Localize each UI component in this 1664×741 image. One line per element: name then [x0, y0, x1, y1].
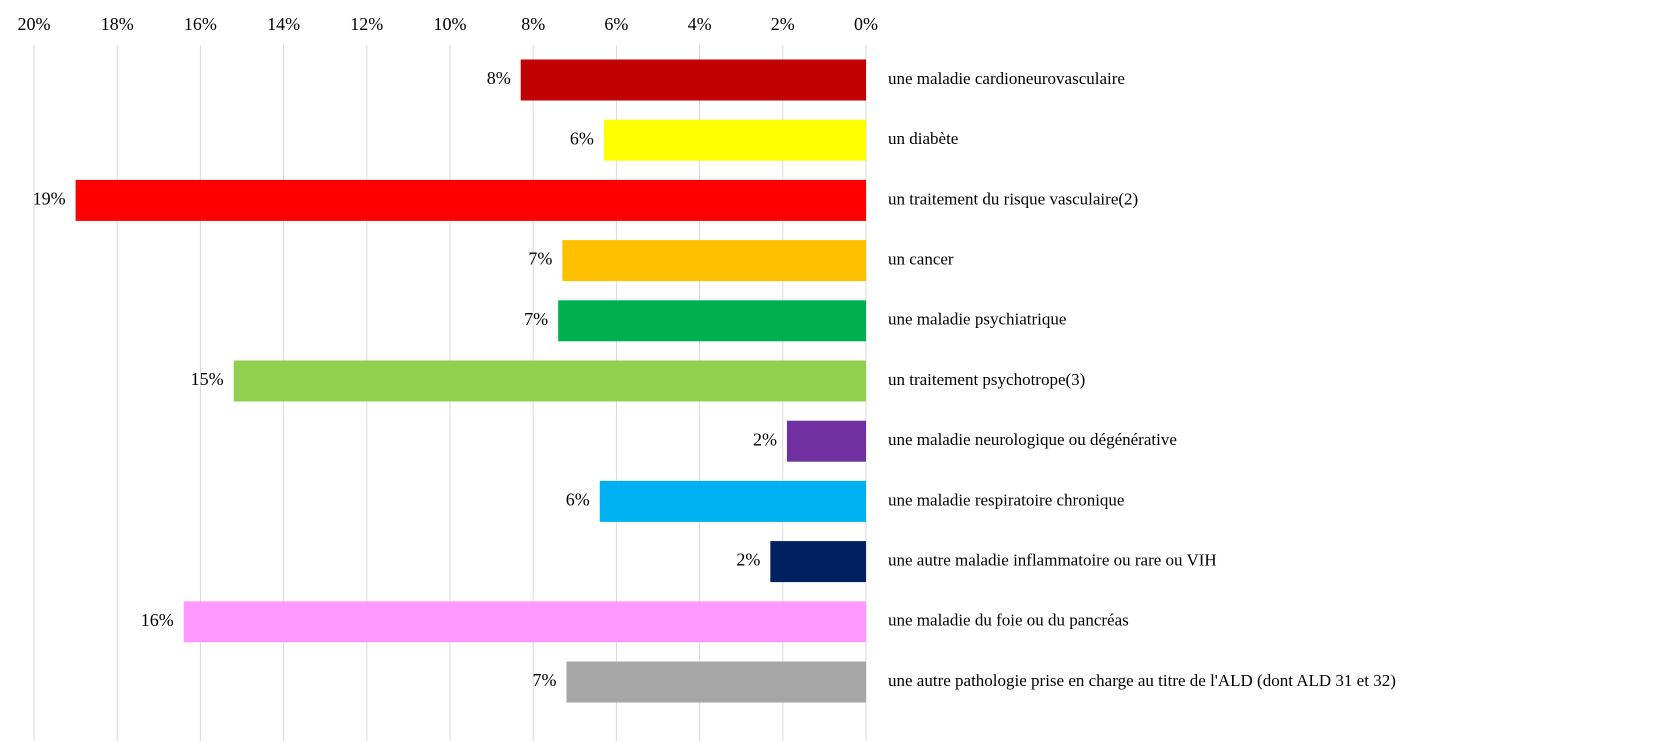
category-label: une autre maladie inflammatoire ou rare …	[888, 551, 1217, 570]
category-label: une maladie psychiatrique	[888, 310, 1066, 329]
bar	[183, 601, 866, 643]
x-tick-label: 12%	[350, 14, 383, 34]
x-tick-label: 10%	[434, 14, 467, 34]
x-tick-label: 20%	[18, 14, 51, 34]
x-tick-label: 6%	[604, 14, 628, 34]
category-label: un traitement psychotrope(3)	[888, 370, 1085, 389]
bar	[786, 420, 866, 462]
category-label: une maladie du foie ou du pancréas	[888, 611, 1129, 630]
x-tick-label: 4%	[688, 14, 712, 34]
x-tick-label: 8%	[521, 14, 545, 34]
value-label: 19%	[33, 189, 66, 209]
x-tick-label: 16%	[184, 14, 217, 34]
value-label: 7%	[524, 309, 548, 329]
category-label: un cancer	[888, 250, 954, 269]
value-label: 2%	[736, 550, 760, 570]
bar	[599, 480, 866, 522]
bar	[520, 59, 866, 101]
bar	[566, 661, 866, 703]
bar	[233, 360, 866, 402]
value-label: 8%	[487, 68, 511, 88]
category-label: une maladie neurologique ou dégénérative	[888, 430, 1177, 449]
bar	[770, 541, 866, 583]
x-tick-label: 18%	[101, 14, 134, 34]
bar	[562, 240, 866, 282]
value-label: 7%	[528, 249, 552, 269]
value-label: 6%	[570, 128, 594, 148]
x-tick-label: 0%	[854, 14, 878, 34]
category-label: une maladie cardioneurovasculaire	[888, 69, 1125, 88]
bar	[75, 179, 867, 221]
x-tick-label: 14%	[267, 14, 300, 34]
bar	[558, 300, 866, 342]
category-label: un diabète	[888, 129, 958, 148]
value-label: 6%	[566, 490, 590, 510]
category-label: une autre pathologie prise en charge au …	[888, 671, 1396, 690]
value-label: 7%	[532, 670, 556, 690]
category-label: un traitement du risque vasculaire(2)	[888, 189, 1138, 208]
x-tick-label: 2%	[771, 14, 795, 34]
bar	[603, 119, 866, 161]
value-label: 15%	[191, 369, 224, 389]
value-label: 2%	[753, 429, 777, 449]
category-label: une maladie respiratoire chronique	[888, 490, 1124, 509]
value-label: 16%	[141, 610, 174, 630]
